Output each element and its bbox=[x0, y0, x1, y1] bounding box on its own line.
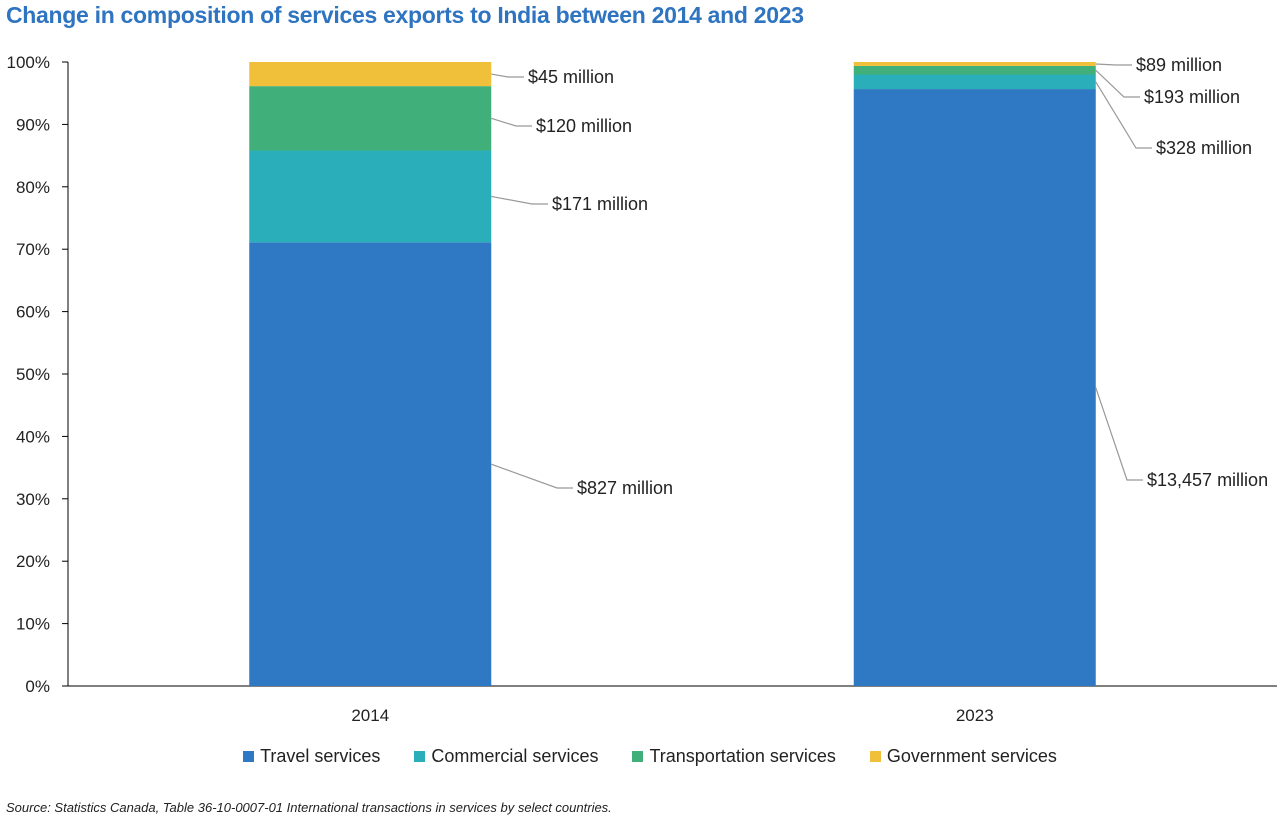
legend: Travel services Commercial services Transp… bbox=[0, 746, 1280, 767]
leader-line bbox=[491, 73, 524, 78]
legend-swatch bbox=[243, 751, 255, 762]
x-tick-label: 2023 bbox=[956, 706, 994, 725]
y-tick-label: 60% bbox=[16, 303, 50, 322]
data-label: $171 million bbox=[552, 194, 648, 214]
leader-line bbox=[1095, 69, 1140, 98]
legend-label: Commercial services bbox=[431, 746, 599, 766]
chart-title: Change in composition of services export… bbox=[6, 2, 804, 28]
leader-line bbox=[491, 117, 532, 127]
legend-swatch bbox=[632, 751, 644, 762]
y-tick-label: 20% bbox=[16, 552, 50, 571]
legend-swatch bbox=[414, 751, 426, 762]
bar-segment bbox=[853, 74, 1096, 90]
leader-line bbox=[491, 195, 548, 205]
source-note: Source: Statistics Canada, Table 36-10-0… bbox=[6, 800, 612, 815]
stacked-bar-chart: 0% 10% 20% 30% 40% 50% 60% 70% 80% 90% 100% $827 mi… bbox=[7, 53, 1277, 725]
bar-segment bbox=[249, 150, 492, 243]
leader-line bbox=[491, 463, 573, 489]
leader-line bbox=[1095, 387, 1143, 481]
legend-label: Transportation services bbox=[649, 746, 836, 766]
y-tick-label: 50% bbox=[16, 365, 50, 384]
y-tick-label: 40% bbox=[16, 427, 50, 446]
leader-line bbox=[1095, 81, 1152, 149]
legend-label: Government services bbox=[886, 746, 1057, 766]
bar-segment bbox=[249, 242, 492, 686]
legend-item: Travel services bbox=[243, 746, 380, 767]
legend-item: Government services bbox=[869, 746, 1057, 767]
data-label: $328 million bbox=[1156, 138, 1252, 158]
data-label: $13,457 million bbox=[1147, 470, 1268, 490]
data-label: $45 million bbox=[528, 67, 614, 87]
y-tick-label: 0% bbox=[25, 677, 50, 696]
bar-segment bbox=[853, 62, 1096, 66]
y-tick-label: 90% bbox=[16, 115, 50, 134]
y-tick-label: 30% bbox=[16, 490, 50, 509]
data-label: $120 million bbox=[536, 116, 632, 136]
bar-segment bbox=[249, 62, 492, 87]
legend-item: Commercial services bbox=[414, 746, 598, 767]
legend-item: Transportation services bbox=[632, 746, 836, 767]
legend-swatch bbox=[869, 751, 881, 762]
bar-segment bbox=[853, 89, 1096, 686]
leader-line bbox=[1095, 63, 1132, 66]
y-tick-label: 70% bbox=[16, 240, 50, 259]
y-tick-label: 100% bbox=[7, 53, 50, 72]
y-tick-label: 80% bbox=[16, 178, 50, 197]
data-label: $193 million bbox=[1144, 87, 1240, 107]
y-tick-label: 10% bbox=[16, 615, 50, 634]
data-label: $827 million bbox=[577, 478, 673, 498]
bar-segment bbox=[853, 65, 1096, 75]
bar-segment bbox=[249, 86, 492, 151]
legend-label: Travel services bbox=[260, 746, 381, 766]
x-tick-label: 2014 bbox=[351, 706, 389, 725]
data-label: $89 million bbox=[1136, 55, 1222, 75]
